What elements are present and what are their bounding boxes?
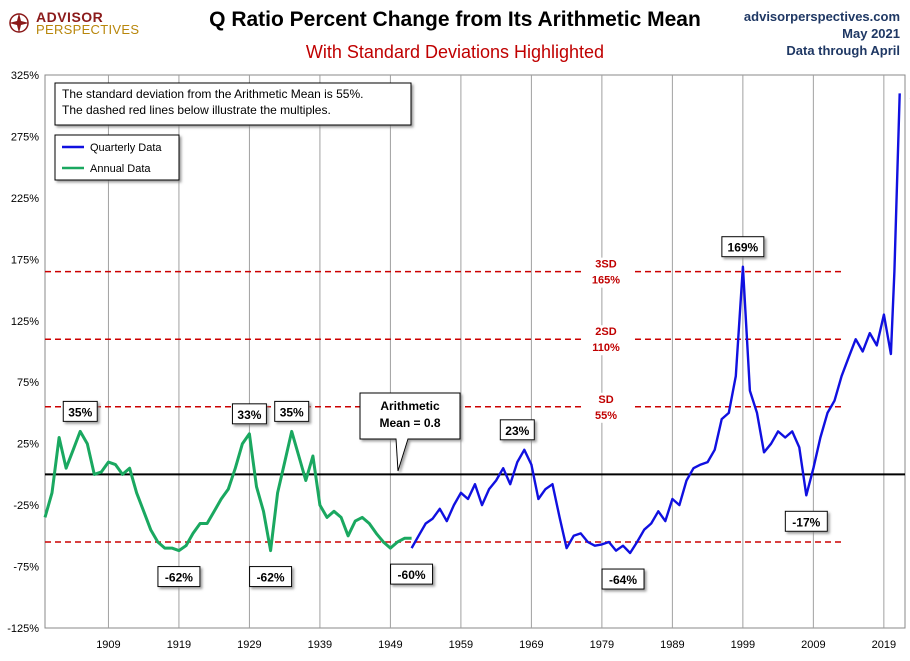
- annotation-box: [249, 566, 293, 588]
- y-tick-label: 225%: [11, 193, 39, 205]
- sd-label-bg: [585, 257, 633, 288]
- source-site: advisorperspectives.com: [743, 9, 900, 24]
- info-box: [54, 82, 412, 126]
- x-tick-label: 2019: [872, 639, 896, 651]
- legend-label: Quarterly Data: [90, 142, 162, 154]
- x-tick-label: 1909: [96, 639, 120, 651]
- x-tick-label: 1999: [731, 639, 755, 651]
- mean-callout-text: Mean = 0.8: [379, 416, 440, 430]
- y-tick-label: 325%: [11, 70, 39, 82]
- y-tick-label: 175%: [11, 254, 39, 266]
- annotation-box: [157, 566, 201, 588]
- compass-icon: [9, 13, 29, 33]
- x-tick-label: 1989: [660, 639, 684, 651]
- x-tick-label: 1969: [519, 639, 543, 651]
- annotation-box: [390, 563, 434, 585]
- annotation-label: 35%: [68, 405, 92, 419]
- sd-value-label: 110%: [592, 342, 620, 354]
- annotation-label: 169%: [728, 241, 759, 255]
- chart-subtitle: With Standard Deviations Highlighted: [305, 42, 605, 62]
- sd-value-label: 165%: [592, 275, 620, 287]
- annual-series-line: [43, 429, 412, 553]
- sd-label-bg: [585, 392, 633, 423]
- y-tick-label: -75%: [13, 562, 39, 574]
- annotation-box: [721, 236, 765, 258]
- x-tick-label: 1929: [237, 639, 261, 651]
- quarterly-series-line: [410, 93, 901, 555]
- annotation-label: -62%: [165, 571, 193, 585]
- x-tick-label: 1939: [308, 639, 332, 651]
- annotation-box: [499, 419, 535, 441]
- y-tick-label: 275%: [11, 131, 39, 143]
- sd-label: 2SD: [595, 326, 616, 338]
- chart-title: Q Ratio Percent Change from Its Arithmet…: [209, 8, 701, 31]
- y-tick-label: 25%: [17, 439, 39, 451]
- mean-callout-bubble: [359, 392, 461, 472]
- sd-label-bg: [585, 325, 633, 356]
- sd-value-label: 55%: [595, 410, 617, 422]
- y-tick-label: -125%: [7, 623, 39, 635]
- logo-text-top: ADVISOR: [36, 9, 104, 25]
- annotation-label: -62%: [257, 571, 285, 585]
- source-date: May 2021: [842, 26, 900, 41]
- mean-callout-text: Arithmetic: [380, 399, 440, 413]
- x-tick-label: 1959: [449, 639, 473, 651]
- info-text-line: The dashed red lines below illustrate th…: [62, 103, 331, 117]
- x-tick-label: 1979: [590, 639, 614, 651]
- annotation-label: -64%: [609, 573, 637, 587]
- legend-label: Annual Data: [90, 163, 151, 175]
- info-text-line: The standard deviation from the Arithmet…: [62, 87, 363, 101]
- annotation-box: [231, 403, 267, 425]
- sd-label: SD: [598, 394, 613, 406]
- x-tick-label: 1949: [378, 639, 402, 651]
- annotation-label: -60%: [398, 568, 426, 582]
- annotation-label: 35%: [280, 405, 304, 419]
- annotation-label: 33%: [237, 408, 261, 422]
- source-block: advisorperspectives.com May 2021 Data th…: [744, 8, 900, 59]
- source-note: Data through April: [786, 43, 900, 58]
- x-tick-label: 2009: [801, 639, 825, 651]
- logo-text-bottom: PERSPECTIVES: [36, 22, 140, 37]
- advisor-perspectives-logo: ADVISOR PERSPECTIVES: [8, 9, 140, 39]
- plot-area: [44, 74, 906, 629]
- y-tick-label: 125%: [11, 316, 39, 328]
- annotation-label: 23%: [505, 424, 529, 438]
- y-tick-label: 75%: [17, 377, 39, 389]
- annotation-box: [274, 400, 310, 422]
- y-tick-label: -25%: [13, 500, 39, 512]
- annotation-box: [62, 400, 98, 422]
- annotation-box: [784, 510, 828, 532]
- annotation-box: [601, 568, 645, 590]
- sd-label: 3SD: [595, 259, 616, 271]
- x-tick-label: 1919: [167, 639, 191, 651]
- legend-box: [54, 134, 180, 181]
- annotation-label: -17%: [792, 515, 820, 529]
